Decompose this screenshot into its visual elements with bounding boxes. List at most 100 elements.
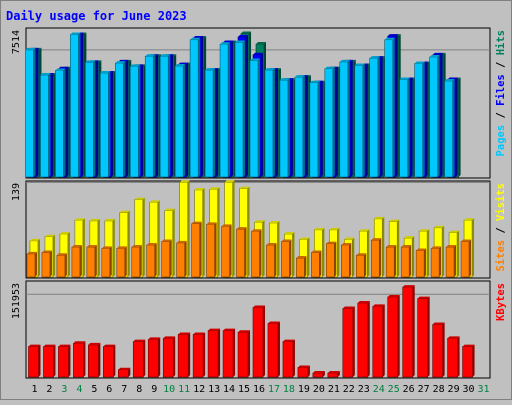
bar-sites-day-30-side: [469, 239, 472, 277]
bar-kbytes-day-22-side: [352, 306, 355, 377]
bar-kbytes-day-30-top: [462, 344, 475, 347]
bar-sites-day-1-side: [34, 251, 37, 277]
bar-visits-day-5-top: [89, 218, 100, 221]
bar-pages-day-3-side: [63, 68, 66, 177]
bar-pages-day-25-top: [384, 37, 395, 40]
bar-files-day-14-top: [223, 40, 234, 43]
bar-pages-day-15: [234, 42, 244, 178]
bar-kbytes-day-3-side: [68, 344, 71, 377]
bar-pages-day-28: [429, 56, 438, 178]
bar-kbytes-day-28-side: [442, 322, 445, 377]
y-max-label: 7514: [11, 30, 22, 54]
bar-visits-day-9-side: [157, 200, 160, 277]
bar-hits-day-15-top: [241, 31, 252, 34]
bar-kbytes-day-16-top: [253, 305, 265, 308]
bar-kbytes-day-17-top: [267, 321, 280, 324]
bar-files-day-29-side: [455, 77, 458, 177]
bar-sites-day-25-side: [394, 245, 397, 277]
day-label: 6: [106, 384, 112, 395]
bar-sites-day-30: [460, 241, 470, 278]
bar-sites-day-25-top: [386, 245, 397, 248]
bar-sites-day-23-side: [364, 253, 367, 277]
bar-kbytes-day-12-side: [203, 332, 206, 377]
bar-sites-day-16: [251, 230, 260, 278]
bar-kbytes-day-4-side: [83, 341, 86, 377]
legend-text: KBytes: [495, 283, 507, 321]
bar-kbytes-day-5-side: [98, 342, 101, 377]
bar-kbytes-day-30: [462, 346, 473, 378]
bar-visits-day-6-top: [104, 218, 115, 221]
bar-kbytes-day-22: [342, 308, 354, 378]
day-label: 20: [313, 384, 325, 395]
bar-sites-day-24-side: [379, 238, 382, 277]
day-label: 13: [208, 384, 220, 395]
bar-pages-day-19-side: [302, 75, 305, 177]
bar-pages-day-21: [324, 68, 334, 178]
bar-kbytes-day-18: [282, 341, 294, 378]
bar-files-day-19-side: [305, 75, 308, 177]
bar-kbytes-day-5: [88, 344, 99, 378]
bar-kbytes-day-2: [43, 346, 54, 378]
bar-kbytes-day-8-top: [133, 339, 146, 342]
bar-pages-day-2: [40, 74, 49, 178]
bar-kbytes-day-29: [447, 338, 458, 378]
bar-files-day-12-side: [201, 36, 204, 177]
bar-sites-day-9: [146, 244, 156, 278]
bar-kbytes-day-21-top: [327, 371, 340, 374]
bar-pages-day-7: [114, 62, 124, 178]
bar-pages-day-6-side: [108, 71, 111, 177]
bar-kbytes-day-7: [117, 369, 129, 378]
bar-kbytes-day-24: [372, 306, 384, 378]
bar-kbytes-day-9-side: [158, 337, 161, 377]
bar-pages-day-25: [384, 39, 394, 178]
bar-sites-day-3-top: [56, 253, 67, 256]
bar-pages-day-13-side: [213, 68, 216, 177]
bar-kbytes-day-14-top: [223, 328, 236, 331]
bar-sites-day-20: [311, 252, 320, 278]
bar-pages-day-1-top: [25, 47, 36, 50]
bar-kbytes-day-17-side: [277, 321, 280, 377]
bar-pages-day-20: [309, 82, 319, 178]
bar-visits-day-25-top: [389, 219, 400, 222]
bar-sites-day-11-top: [176, 240, 187, 243]
day-label: 7: [121, 384, 127, 395]
bar-kbytes-day-24-side: [382, 304, 385, 377]
bar-sites-day-17: [266, 244, 275, 278]
bar-sites-day-11: [176, 242, 185, 278]
bar-sites-day-24: [370, 239, 380, 278]
bar-pages-day-7-side: [123, 61, 126, 178]
bar-kbytes-day-1-top: [28, 344, 41, 347]
bar-sites-day-3: [56, 254, 66, 278]
day-label: 31: [477, 384, 489, 395]
bar-kbytes-day-13-top: [208, 328, 221, 331]
bar-sites-day-20-top: [311, 250, 322, 253]
bar-sites-day-14-top: [221, 224, 232, 227]
bar-visits-day-4-top: [74, 218, 85, 221]
bar-pages-day-28-top: [429, 54, 440, 57]
bar-pages-day-24-top: [369, 56, 380, 59]
bar-kbytes-day-14: [222, 330, 234, 378]
legend-separator: /: [495, 221, 507, 240]
bar-pages-day-14-side: [228, 42, 231, 178]
legend-item-hits: Hits: [495, 30, 507, 55]
bar-kbytes-day-10-side: [173, 336, 176, 377]
bar-visits-day-29-top: [449, 230, 460, 233]
day-label: 12: [193, 384, 205, 395]
bar-visits-day-23-side: [367, 229, 370, 277]
day-label: 1: [31, 384, 37, 395]
bar-visits-day-1-top: [29, 238, 40, 241]
bar-files-day-17-side: [275, 68, 278, 177]
bar-visits-day-2-top: [44, 234, 55, 237]
bar-files-day-12-top: [193, 36, 204, 39]
bar-kbytes-day-26: [402, 286, 413, 378]
bar-visits-day-19-side: [307, 237, 310, 277]
bar-files-day-26-side: [410, 77, 413, 177]
legend-item-files: Files: [495, 74, 507, 106]
bar-sites-day-16-side: [259, 229, 262, 277]
legend-item-sites: Sites: [495, 240, 507, 272]
bar-sites-day-26-side: [409, 245, 412, 277]
bar-kbytes-day-2-side: [53, 344, 56, 377]
bar-sites-day-16-top: [251, 229, 262, 232]
bar-pages-day-27-side: [422, 61, 425, 177]
